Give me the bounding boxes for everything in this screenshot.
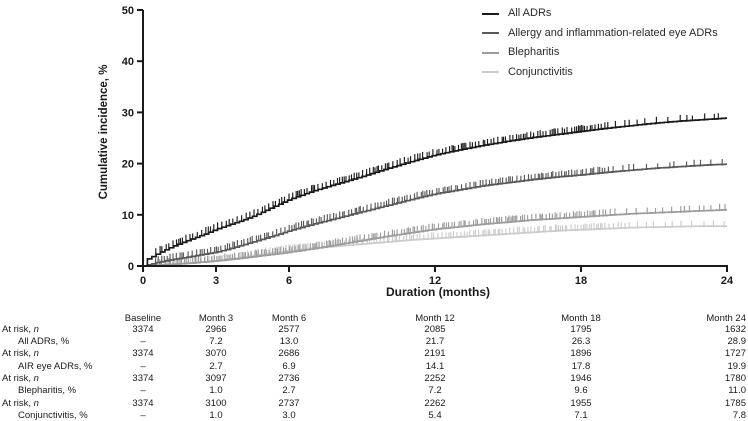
table-row-label: At risk, n — [2, 397, 39, 409]
table-value: 1896 — [570, 348, 592, 360]
x-tick-label: 3 — [213, 275, 219, 287]
legend-line-swatch — [482, 12, 499, 15]
y-tick-label: 0 — [128, 261, 134, 273]
table-value: 1785 — [724, 397, 746, 409]
table-value: 17.8 — [571, 360, 591, 372]
table-value: 2577 — [278, 323, 300, 335]
table-value: 21.7 — [425, 335, 445, 347]
table-row-label: AIR eye ADRs, % — [18, 360, 93, 372]
x-tick-label: 6 — [286, 275, 292, 287]
cumulative-incidence-chart: 0 10 20 30 40 50 0 3 6 12 18 24 Cumulative incidenc… — [98, 5, 734, 299]
table-value: 2737 — [278, 397, 300, 409]
y-tick-label: 20 — [122, 159, 134, 171]
table-column-header: Baseline — [124, 313, 162, 324]
table-value: 26.3 — [571, 335, 591, 347]
table-value: 1727 — [724, 348, 746, 360]
table-row-label: At risk, n — [2, 323, 39, 335]
table-column-header: Month 24 — [706, 313, 746, 324]
table-value: 3097 — [205, 372, 227, 384]
table-value: 11.0 — [728, 385, 746, 397]
x-tick-label: 24 — [721, 275, 734, 287]
table-value: 1780 — [724, 372, 746, 384]
table-value: 5.4 — [428, 409, 442, 421]
table-value: 3374 — [132, 397, 154, 409]
table-value: 2966 — [205, 323, 227, 335]
table-row-label: All ADRs, % — [18, 335, 70, 347]
series-all-adrs — [143, 113, 727, 267]
x-tick-label: 18 — [575, 275, 587, 287]
table-value: – — [140, 335, 146, 347]
table-value: 2262 — [424, 397, 446, 409]
legend-label: Conjunctivitis — [508, 65, 573, 78]
legend-line-swatch — [482, 32, 499, 34]
table-value: 3.0 — [282, 409, 296, 421]
legend-line-swatch — [482, 71, 499, 73]
curves-layer — [143, 113, 727, 267]
table-value: 1955 — [570, 397, 592, 409]
table-value: 7.2 — [428, 385, 442, 397]
table-row-label: At risk, n — [2, 348, 39, 360]
table-value: 19.9 — [727, 360, 747, 372]
table-column-header: Month 3 — [198, 313, 234, 324]
legend-label: All ADRs — [508, 7, 552, 19]
x-tick-label: 12 — [429, 275, 441, 287]
series-blepharitis — [143, 203, 727, 267]
table-value: 2736 — [278, 372, 300, 384]
curve-blepharitis — [143, 208, 727, 267]
x-axis-title: Duration (months) — [386, 285, 490, 299]
table-value: 1795 — [570, 323, 592, 335]
y-axis-title: Cumulative incidence, % — [98, 65, 110, 200]
table-value: 2191 — [424, 348, 446, 360]
table-value: 3100 — [205, 397, 227, 409]
legend-item: Allergy and inflammation-related eye ADR… — [482, 27, 718, 40]
table-value: 7.1 — [574, 409, 588, 421]
table-column-header: Month 6 — [271, 313, 307, 324]
x-tick-label: 0 — [140, 275, 146, 287]
table-row-label: Conjunctivitis, % — [18, 409, 88, 421]
legend-item: Conjunctivitis — [482, 66, 718, 79]
table-column-header: Month 12 — [415, 313, 455, 324]
table-value: 1.0 — [209, 385, 223, 397]
curve-allergy-and-inflammation-related-eye-adrs — [143, 163, 727, 267]
table-value: 2252 — [424, 372, 446, 384]
table-column-header: Month 18 — [561, 313, 601, 324]
table-row-label: At risk, n — [2, 372, 39, 384]
table-value: 28.9 — [727, 335, 747, 347]
curve-all-adrs — [143, 117, 727, 267]
legend-label: Blepharitis — [508, 46, 560, 58]
legend-line-swatch — [482, 51, 499, 54]
table-value: – — [140, 385, 146, 397]
table-value: 1632 — [724, 323, 746, 335]
table-value: 9.6 — [574, 385, 588, 397]
table-value: 2686 — [278, 348, 300, 360]
y-tick-label: 50 — [122, 5, 134, 17]
y-tick-label: 10 — [122, 210, 134, 222]
table-value: – — [140, 360, 146, 372]
table-value: 1.0 — [209, 409, 223, 421]
table-value: 3374 — [132, 372, 154, 384]
table-value: 2.7 — [282, 385, 296, 397]
table-value: 3374 — [132, 348, 154, 360]
table-value: 3374 — [132, 323, 154, 335]
table-value: 3070 — [205, 348, 227, 360]
table-value: 6.9 — [282, 360, 296, 372]
table-value: 13.0 — [279, 335, 299, 347]
chart-legend: All ADRs Allergy and inflammation-related… — [482, 7, 718, 85]
legend-item: All ADRs — [482, 7, 718, 20]
table-value: 7.8 — [732, 409, 746, 421]
table-row-label: Blepharitis, % — [18, 385, 77, 397]
legend-item: Blepharitis — [482, 46, 718, 59]
y-tick-label: 40 — [122, 56, 134, 68]
table-value: 7.2 — [209, 335, 223, 347]
axes-layer: 0 10 20 30 40 50 0 3 6 12 18 24 — [122, 5, 734, 287]
table-value: 2085 — [424, 323, 446, 335]
table-value: 1946 — [570, 372, 592, 384]
y-tick-label: 30 — [122, 107, 134, 119]
legend-label: Allergy and inflammation-related eye ADR… — [508, 26, 718, 39]
table-value: 2.7 — [209, 360, 223, 372]
series-allergy-and-inflammation-related-eye-adrs — [143, 159, 727, 267]
table-value: 14.1 — [425, 360, 445, 372]
table-value: – — [140, 409, 146, 421]
